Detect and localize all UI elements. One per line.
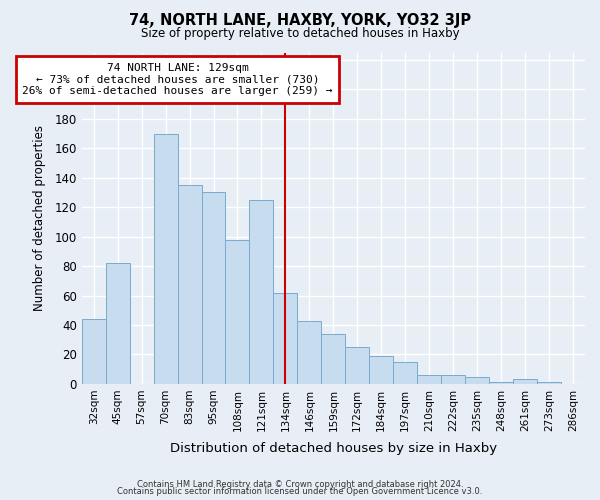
Text: 74 NORTH LANE: 129sqm
← 73% of detached houses are smaller (730)
26% of semi-det: 74 NORTH LANE: 129sqm ← 73% of detached …	[22, 63, 333, 96]
Bar	[489, 382, 513, 384]
Bar	[369, 356, 393, 384]
Bar	[202, 192, 226, 384]
Bar	[537, 382, 561, 384]
Bar	[393, 362, 417, 384]
Text: 74, NORTH LANE, HAXBY, YORK, YO32 3JP: 74, NORTH LANE, HAXBY, YORK, YO32 3JP	[129, 12, 471, 28]
Bar	[441, 375, 465, 384]
Bar	[513, 380, 537, 384]
Bar	[250, 200, 274, 384]
Text: Size of property relative to detached houses in Haxby: Size of property relative to detached ho…	[140, 28, 460, 40]
Text: Contains HM Land Registry data © Crown copyright and database right 2024.: Contains HM Land Registry data © Crown c…	[137, 480, 463, 489]
Bar	[154, 134, 178, 384]
Bar	[226, 240, 250, 384]
Bar	[106, 263, 130, 384]
Bar	[465, 376, 489, 384]
Bar	[417, 375, 441, 384]
Y-axis label: Number of detached properties: Number of detached properties	[33, 125, 46, 311]
Bar	[322, 334, 346, 384]
Bar	[298, 320, 322, 384]
X-axis label: Distribution of detached houses by size in Haxby: Distribution of detached houses by size …	[170, 442, 497, 455]
Bar	[274, 292, 298, 384]
Text: Contains public sector information licensed under the Open Government Licence v3: Contains public sector information licen…	[118, 487, 482, 496]
Bar	[346, 347, 369, 384]
Bar	[82, 319, 106, 384]
Bar	[178, 185, 202, 384]
